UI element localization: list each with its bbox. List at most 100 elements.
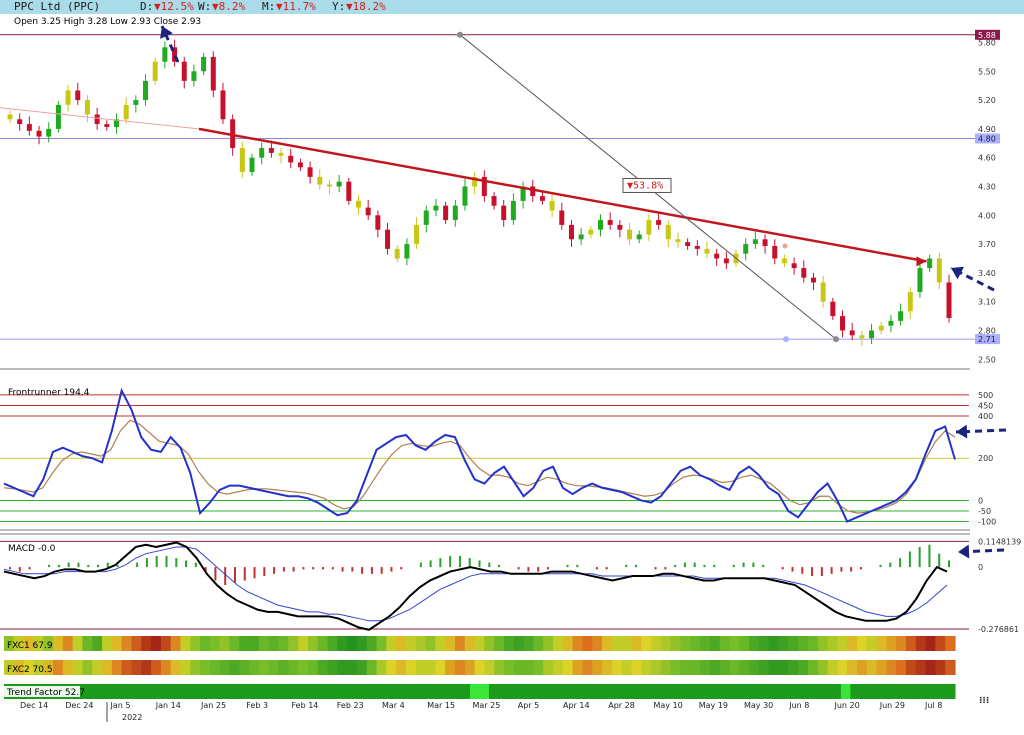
candle-body: [443, 205, 449, 221]
fxc2-cell: [827, 660, 838, 675]
fxc1-cell: [553, 636, 564, 651]
fxc1-cell: [484, 636, 495, 651]
chart-canvas[interactable]: 2.50 2.80 3.10 3.40 3.70 4.00 4.30 4.60 4.90 5.20…: [0, 14, 1024, 735]
fxc2-cell: [925, 660, 936, 675]
fxc2-cell: [229, 660, 240, 675]
frontrunner-tick-label: 0: [978, 496, 983, 505]
trend-factor-segment: [489, 684, 842, 699]
fxc1-cell: [680, 636, 691, 651]
price-tick-label: 3.40: [978, 269, 996, 278]
candle-body: [723, 258, 729, 264]
fxc1-cell: [268, 636, 280, 651]
fxc1-cell: [229, 636, 240, 651]
symbol-title: PPC Ltd (PPC): [14, 0, 101, 13]
frontrunner-tick-label: 200: [978, 454, 993, 463]
fxc2-cell: [92, 660, 103, 675]
fxc1-cell: [258, 636, 270, 651]
x-tick-label: Apr 14: [563, 701, 590, 710]
frontrunner-tick-label: 450: [978, 401, 993, 410]
price-tick-label: 5.50: [978, 67, 996, 76]
fxc2-cell: [494, 660, 505, 675]
candle-body: [665, 224, 671, 240]
candle-body: [927, 258, 933, 269]
candle-body: [898, 311, 904, 321]
fxc1-cell: [778, 636, 789, 651]
x-tick-label: Jan 25: [200, 701, 226, 710]
candle-body: [55, 104, 61, 129]
trend-factor-legend-bg: [4, 686, 80, 697]
fxc1-cell: [376, 636, 387, 651]
fxc2-cell: [837, 660, 848, 675]
candle-body: [917, 268, 923, 293]
candle-body: [75, 90, 81, 101]
macd-arrow-head: [958, 544, 970, 559]
fxc2-cell: [72, 660, 84, 675]
price-tick-label: 4.90: [978, 125, 996, 134]
fxc1-cell: [396, 636, 407, 651]
fxc1-cell: [405, 636, 417, 651]
x-tick-label: May 10: [654, 701, 683, 710]
options-icon[interactable]: ⁝⁝⁝: [979, 696, 990, 706]
month-label: M:: [262, 0, 276, 13]
x-tick-label: Jun 20: [834, 701, 860, 710]
fxc2-cell: [768, 660, 780, 675]
candle-body: [791, 263, 797, 269]
fxc2-cell: [611, 660, 623, 675]
fxc2-cell: [847, 660, 858, 675]
candle-body: [752, 239, 758, 245]
candle-body: [288, 155, 294, 163]
candle-body: [452, 205, 458, 221]
fxc1-cell: [72, 636, 84, 651]
fxc1-cell: [170, 636, 182, 651]
fxc2-cell: [572, 660, 584, 675]
macd-signal-line: [3, 546, 948, 622]
candle-body: [781, 258, 787, 264]
fxc1-cell: [611, 636, 623, 651]
frontrunner-tick-label: -50: [978, 507, 991, 516]
fxc2-cell: [876, 660, 887, 675]
fxc1-cell: [621, 636, 633, 651]
candle-body: [675, 239, 681, 243]
candle-body: [617, 224, 623, 230]
candle-body: [530, 186, 536, 197]
fxc2-cell: [798, 660, 809, 675]
fxc2-cell: [592, 660, 603, 675]
fxc2-cell: [435, 660, 446, 675]
candle-body: [888, 320, 894, 326]
candle-body: [143, 80, 149, 101]
fxc2-cell: [62, 660, 74, 675]
fxc2-cell: [405, 660, 417, 675]
fxc2-cell: [690, 660, 701, 675]
fxc2-cell: [886, 660, 897, 675]
candle-body: [859, 335, 865, 339]
fxc2-cell: [866, 660, 878, 675]
fxc1-cell: [209, 636, 221, 651]
fxc2-cell: [935, 660, 946, 675]
candle-body: [404, 244, 410, 259]
annotation-text: ▼53.8%: [627, 180, 663, 191]
fxc1-cell: [798, 636, 809, 651]
fxc1-cell: [827, 636, 838, 651]
fxc2-cell: [905, 660, 917, 675]
x-tick-label: Feb 3: [246, 701, 268, 710]
x-tick-label: May 30: [744, 701, 773, 710]
candle-body: [317, 176, 323, 185]
fxc1-cell: [219, 636, 231, 651]
year-change: ▼18.2%: [346, 0, 386, 13]
fxc2-legend: FXC2 70.5: [7, 665, 53, 675]
candle-body: [201, 56, 207, 72]
frontrunner-tick-label: 400: [978, 412, 993, 421]
price-arrow-head: [951, 266, 964, 280]
candle-body: [714, 253, 720, 259]
fxc2-cell: [278, 660, 289, 675]
fxc2-cell: [4, 660, 15, 675]
frontrunner-legend: Frontrunner 194.4: [8, 388, 90, 398]
fxc1-cell: [856, 636, 868, 651]
candle-body: [636, 234, 642, 240]
fxc1-cell: [582, 636, 593, 651]
fxc1-cell: [131, 636, 142, 651]
fxc1-cell: [935, 636, 946, 651]
fxc1-cell: [543, 636, 554, 651]
trend-factor-segment: [907, 684, 956, 699]
trend-factor-segment: [840, 684, 851, 699]
